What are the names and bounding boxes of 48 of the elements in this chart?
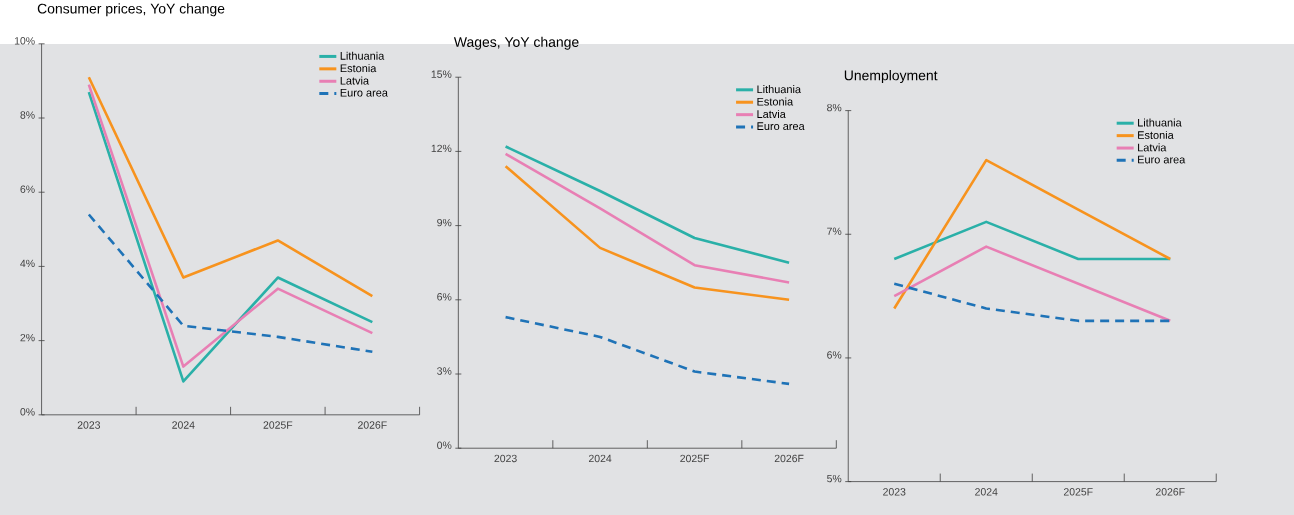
x-tick-label: 2023 xyxy=(883,488,906,496)
y-tick-label: 0% xyxy=(437,441,452,449)
y-tick-label: 8% xyxy=(20,111,35,119)
y-tick-label: 6% xyxy=(827,351,842,359)
x-tick-label: 2025F xyxy=(1063,488,1093,496)
legend-label: Estonia xyxy=(757,97,794,106)
legend-label: Lithuania xyxy=(340,51,385,60)
legend-label: Lithuania xyxy=(757,85,802,94)
y-tick-label: 4% xyxy=(20,259,35,268)
y-tick-label: 5% xyxy=(827,474,842,483)
line-series xyxy=(504,315,791,386)
line-series xyxy=(504,145,791,264)
y-tick-label: 7% xyxy=(827,227,842,235)
y-tick-label: 6% xyxy=(437,293,452,301)
y-tick-label: 12% xyxy=(431,144,452,153)
legend-label: Estonia xyxy=(1138,130,1174,139)
x-tick-label: 2025F xyxy=(263,421,293,429)
y-tick-label: 3% xyxy=(437,367,452,375)
x-tick-label: 2024 xyxy=(588,454,612,463)
chart-title: Wages, YoY change xyxy=(453,36,579,50)
x-tick-label: 2023 xyxy=(77,421,101,429)
legend-label: Latvia xyxy=(340,76,370,85)
x-tick-label: 2026F xyxy=(358,421,387,429)
legend-label: Latvia xyxy=(1138,143,1167,152)
legend-label: Lithuania xyxy=(1138,118,1182,127)
y-tick-label: 15% xyxy=(431,70,452,78)
chart-title: Unemployment xyxy=(844,70,938,84)
x-tick-label: 2024 xyxy=(975,488,998,496)
legend-label: Estonia xyxy=(340,64,377,73)
legend-label: Euro area xyxy=(340,88,388,97)
line-series xyxy=(504,164,791,302)
legend-label: Euro area xyxy=(757,122,805,131)
y-tick-label: 2% xyxy=(20,333,35,342)
legend-label: Latvia xyxy=(757,109,786,118)
x-tick-label: 2026F xyxy=(774,454,804,463)
line-series xyxy=(87,213,374,354)
y-tick-label: 0% xyxy=(20,408,35,416)
x-tick-label: 2026F xyxy=(1155,488,1185,496)
x-tick-label: 2024 xyxy=(172,421,195,429)
chart-title: Consumer prices, YoY change xyxy=(37,3,225,17)
y-tick-label: 9% xyxy=(437,218,452,227)
y-tick-label: 10% xyxy=(14,37,35,45)
y-tick-label: 8% xyxy=(827,103,842,112)
x-tick-label: 2023 xyxy=(494,454,517,463)
x-tick-label: 2025F xyxy=(680,454,709,463)
legend-label: Euro area xyxy=(1138,155,1186,164)
y-tick-label: 6% xyxy=(20,185,35,193)
line-series xyxy=(504,152,791,284)
